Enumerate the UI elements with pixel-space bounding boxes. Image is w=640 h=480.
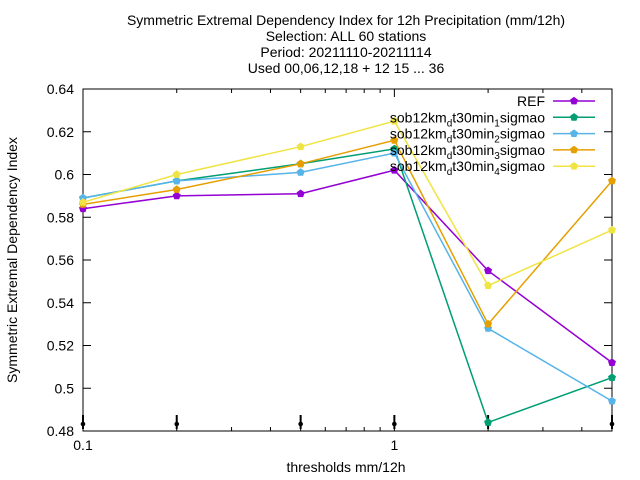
series-2 (79, 144, 616, 426)
y-axis-title: Symmetric Extremal Dependency Index (4, 137, 20, 383)
data-point (296, 159, 305, 168)
legend-label: sob12kmdt30min3sigmao (390, 142, 545, 162)
y-tick-label: 0.52 (47, 338, 74, 354)
legend: REFsob12kmdt30min1sigmaosob12kmdt30min2s… (390, 93, 595, 178)
y-tick-label: 0.62 (47, 124, 74, 140)
threshold-dot (174, 421, 180, 427)
legend-marker (570, 96, 578, 105)
threshold-dot (392, 421, 397, 427)
data-point (484, 418, 493, 426)
legend-label: sob12kmdt30min2sigmao (390, 126, 545, 146)
data-point (79, 198, 87, 206)
x-axis: 0.1 1 (73, 89, 615, 453)
threshold-dot (609, 421, 615, 427)
data-point (390, 165, 399, 174)
y-tick-label: 0.58 (47, 209, 74, 225)
series-line (82, 120, 613, 287)
series-1 (79, 165, 616, 366)
legend-marker (570, 129, 578, 137)
series-line (82, 169, 613, 364)
series-5 (79, 116, 616, 290)
data-point (296, 189, 305, 198)
y-tick-label: 0.56 (47, 252, 74, 268)
data-point (390, 148, 399, 157)
data-point (172, 176, 181, 185)
data-point (608, 373, 616, 381)
data-point (296, 142, 305, 151)
y-axis: 0.48 0.5 0.52 0.54 0.56 0.58 0.6 0.62 0.64 (47, 81, 612, 439)
series-line (82, 139, 613, 326)
legend-marker (570, 161, 578, 170)
series-3 (79, 148, 616, 405)
data-point (296, 168, 305, 176)
data-point (484, 319, 493, 328)
legend-label: REF (517, 93, 545, 109)
title-line-4: Used 00,06,12,18 + 12 15 ... 36 (248, 60, 445, 76)
title-line-2: Selection: ALL 60 stations (266, 28, 427, 44)
y-tick-label: 0.64 (47, 81, 74, 97)
data-point (608, 176, 616, 185)
legend-marker (570, 145, 578, 154)
y-tick-label: 0.6 (55, 167, 75, 183)
x-tick-label: 1 (390, 437, 398, 453)
data-point (172, 185, 181, 193)
legend-marker (570, 113, 578, 121)
series-layer (79, 116, 616, 426)
y-tick-label: 0.54 (47, 295, 74, 311)
series-line (82, 152, 613, 402)
data-point (172, 170, 181, 178)
chart-title: Symmetric Extremal Dependency Index for … (127, 12, 565, 76)
data-point (484, 266, 493, 275)
data-point (608, 396, 616, 405)
data-point (608, 225, 616, 234)
series-line (82, 148, 613, 424)
y-tick-label: 0.5 (55, 380, 75, 396)
y-tick-label: 0.48 (47, 423, 74, 439)
legend-label: sob12kmdt30min4sigmao (390, 158, 545, 178)
data-point (608, 358, 616, 366)
data-point (484, 281, 493, 290)
threshold-dot (298, 421, 303, 427)
title-line-3: Period: 20211110-20211114 (260, 44, 431, 60)
x-axis-title: thresholds mm/12h (286, 459, 405, 475)
legend-label: sob12kmdt30min1sigmao (390, 109, 545, 129)
threshold-dot (80, 421, 86, 427)
data-point (172, 191, 181, 200)
x-tick-label: 0.1 (73, 437, 93, 453)
data-point (390, 136, 399, 144)
title-line-1: Symmetric Extremal Dependency Index for … (127, 12, 565, 28)
data-point (390, 116, 399, 125)
